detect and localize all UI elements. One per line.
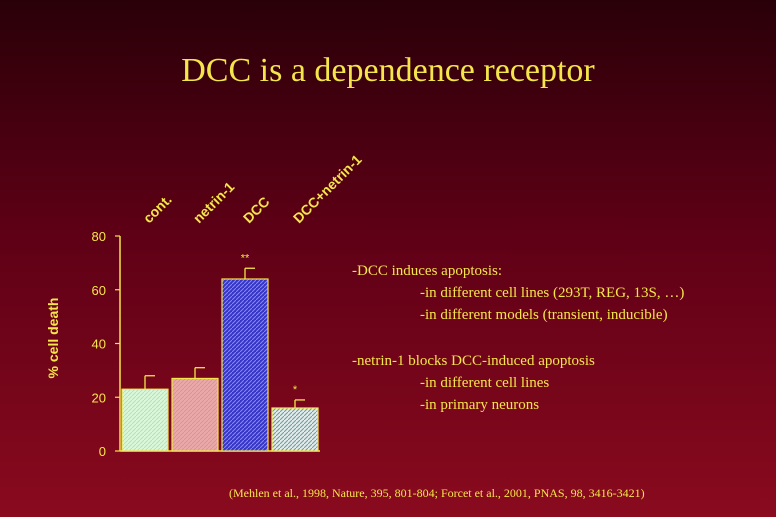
category-label: DCC — [240, 193, 273, 226]
category-label: DCC+netrin-1 — [290, 151, 365, 226]
bullet-sub: -in primary neurons — [420, 397, 540, 413]
y-tick-label: 20 — [92, 390, 106, 405]
y-tick-label: 0 — [99, 444, 106, 459]
significance-marker: * — [293, 384, 298, 396]
bar-dcc-netrin-1 — [271, 407, 319, 452]
citation: (Mehlen et al., 1998, Nature, 395, 801-8… — [229, 486, 645, 500]
bar-dcc — [221, 278, 269, 452]
bar-cont — [121, 388, 169, 452]
bar-netrin-1 — [171, 377, 219, 452]
bullet-sub: -in different models (transient, inducib… — [420, 307, 668, 323]
category-label: netrin-1 — [190, 178, 238, 226]
y-tick-label: 80 — [92, 229, 106, 244]
bullet-main: -DCC induces apoptosis: — [352, 263, 502, 279]
bullet-block-2: -netrin-1 blocks DCC-induced apoptosis -… — [352, 350, 595, 416]
significance-marker: ** — [241, 252, 250, 264]
y-tick-label: 40 — [92, 337, 106, 352]
bullet-sub: -in different cell lines (293T, REG, 13S… — [420, 285, 685, 301]
bullet-main: -netrin-1 blocks DCC-induced apoptosis — [352, 353, 595, 369]
chart-axes: 0 20 40 60 80 — [92, 229, 320, 459]
bullet-sub: -in different cell lines — [420, 375, 550, 391]
slide-title: DCC is a dependence receptor — [181, 52, 595, 89]
bullet-block-1: -DCC induces apoptosis: -in different ce… — [352, 260, 684, 326]
y-tick-label: 60 — [92, 283, 106, 298]
category-label: cont. — [140, 191, 175, 226]
chart-bars — [121, 267, 319, 452]
y-axis-label: % cell death — [45, 298, 61, 379]
